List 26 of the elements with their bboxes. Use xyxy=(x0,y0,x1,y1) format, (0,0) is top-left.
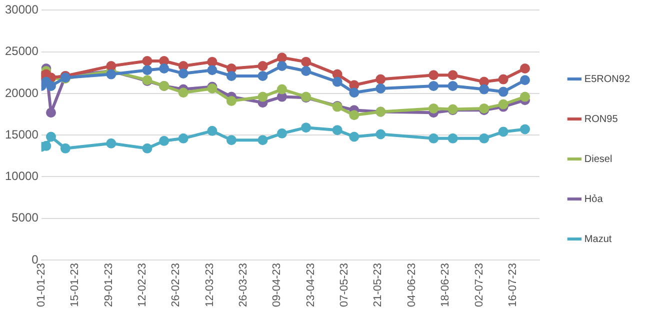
x-tick-label: 23-04-23 xyxy=(304,262,317,308)
y-tick-label: 10000 xyxy=(4,169,39,184)
x-tick-label: 04-06-23 xyxy=(406,262,418,308)
x-tick-label: 26-02-23 xyxy=(170,262,182,308)
x-tick-label: 15-01-23 xyxy=(69,262,82,308)
legend-label: RON95 xyxy=(584,114,618,125)
legend-label: Diesel xyxy=(584,154,612,165)
x-tick-label: 26-03-23 xyxy=(238,262,250,308)
y-tick-label: 30000 xyxy=(4,2,39,17)
x-tick-label: 09-04-23 xyxy=(271,262,284,308)
x-tick-label: 07-05-23 xyxy=(338,262,351,308)
x-tick-label: 18-06-23 xyxy=(440,262,452,308)
y-tick-label: 5000 xyxy=(12,210,39,225)
legend-label: Hỏa xyxy=(584,194,604,205)
legend-label: E5RON92 xyxy=(584,74,630,85)
x-tick-label: 12-03-23 xyxy=(204,262,216,308)
x-tick-label: 16-07-23 xyxy=(506,262,519,308)
y-tick-label: 15000 xyxy=(4,127,39,142)
x-tick-label: 29-01-23 xyxy=(102,262,115,308)
x-tick-label: 21-05-23 xyxy=(372,262,384,308)
x-tick-label: 12-02-23 xyxy=(136,262,148,308)
x-tick-label: 01-01-23 xyxy=(35,262,48,308)
x-tick-label: 02-07-23 xyxy=(473,262,486,308)
y-tick-label: 20000 xyxy=(4,86,39,100)
y-tick-label: 25000 xyxy=(4,44,39,58)
legend-label: Mazut xyxy=(584,234,612,245)
